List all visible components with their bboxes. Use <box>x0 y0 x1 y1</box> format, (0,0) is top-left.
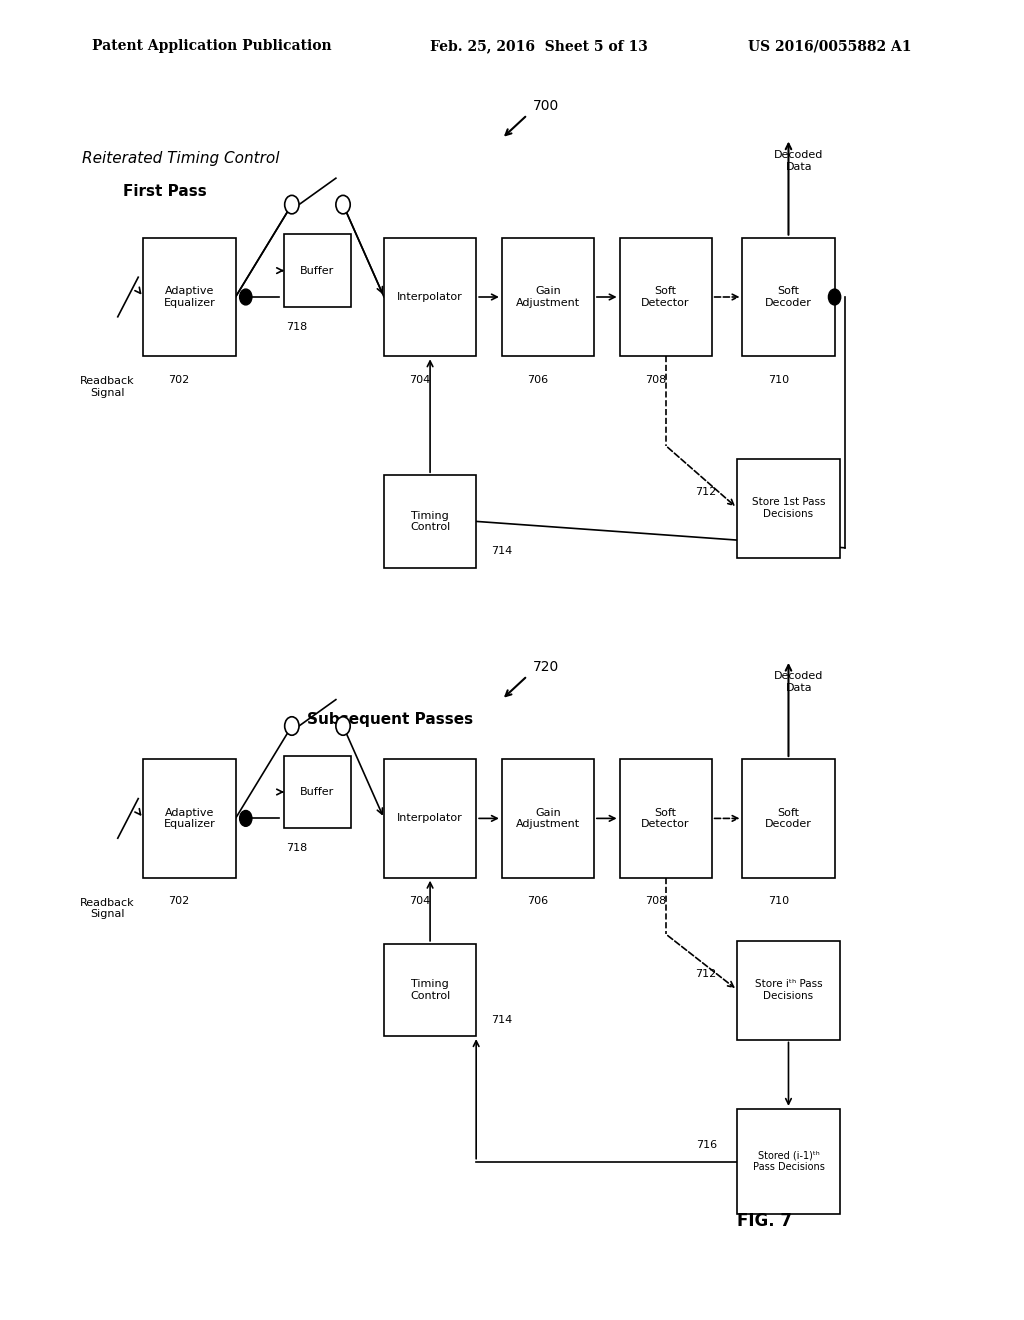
Circle shape <box>285 195 299 214</box>
Circle shape <box>336 717 350 735</box>
Text: 714: 714 <box>492 1015 513 1026</box>
FancyBboxPatch shape <box>284 235 350 306</box>
FancyBboxPatch shape <box>384 238 476 356</box>
FancyBboxPatch shape <box>737 1109 840 1214</box>
Text: Soft
Decoder: Soft Decoder <box>765 808 812 829</box>
Text: 718: 718 <box>287 322 307 333</box>
Text: Reiterated Timing Control: Reiterated Timing Control <box>82 150 280 166</box>
Text: 712: 712 <box>695 487 717 498</box>
FancyBboxPatch shape <box>737 459 840 557</box>
FancyBboxPatch shape <box>384 759 476 878</box>
Text: 700: 700 <box>532 99 559 112</box>
Text: First Pass: First Pass <box>123 183 207 199</box>
FancyBboxPatch shape <box>742 759 835 878</box>
Text: 702: 702 <box>169 375 189 385</box>
Text: Adaptive
Equalizer: Adaptive Equalizer <box>164 808 215 829</box>
FancyBboxPatch shape <box>143 238 236 356</box>
Text: Soft
Detector: Soft Detector <box>641 286 690 308</box>
Text: 720: 720 <box>532 660 559 673</box>
Text: 716: 716 <box>695 1140 717 1151</box>
FancyBboxPatch shape <box>284 755 350 829</box>
Text: Buffer: Buffer <box>300 787 335 797</box>
Text: US 2016/0055882 A1: US 2016/0055882 A1 <box>748 40 911 53</box>
Circle shape <box>240 289 252 305</box>
Text: 706: 706 <box>527 375 548 385</box>
Text: Decoded
Data: Decoded Data <box>774 150 823 172</box>
Text: Patent Application Publication: Patent Application Publication <box>92 40 332 53</box>
Circle shape <box>828 289 841 305</box>
Text: Gain
Adjustment: Gain Adjustment <box>516 286 580 308</box>
Circle shape <box>285 717 299 735</box>
Text: Interpolator: Interpolator <box>397 813 463 824</box>
Text: Interpolator: Interpolator <box>397 292 463 302</box>
FancyBboxPatch shape <box>502 759 594 878</box>
Text: Store 1st Pass
Decisions: Store 1st Pass Decisions <box>752 498 825 519</box>
Text: Adaptive
Equalizer: Adaptive Equalizer <box>164 286 215 308</box>
FancyBboxPatch shape <box>502 238 594 356</box>
Text: 702: 702 <box>169 896 189 907</box>
Text: Stored (i-1)ᵗʰ
Pass Decisions: Stored (i-1)ᵗʰ Pass Decisions <box>753 1151 824 1172</box>
Text: Store iᵗʰ Pass
Decisions: Store iᵗʰ Pass Decisions <box>755 979 822 1001</box>
FancyBboxPatch shape <box>620 238 712 356</box>
FancyBboxPatch shape <box>143 759 236 878</box>
Text: Timing
Control: Timing Control <box>410 979 451 1001</box>
Text: Soft
Decoder: Soft Decoder <box>765 286 812 308</box>
Circle shape <box>336 195 350 214</box>
Text: 706: 706 <box>527 896 548 907</box>
FancyBboxPatch shape <box>737 940 840 1040</box>
Text: 714: 714 <box>492 546 513 557</box>
FancyBboxPatch shape <box>620 759 712 878</box>
Text: Gain
Adjustment: Gain Adjustment <box>516 808 580 829</box>
Text: 718: 718 <box>287 843 307 854</box>
Text: 708: 708 <box>645 896 666 907</box>
Text: 704: 704 <box>410 896 430 907</box>
Text: 704: 704 <box>410 375 430 385</box>
FancyBboxPatch shape <box>384 944 476 1036</box>
Text: Timing
Control: Timing Control <box>410 511 451 532</box>
Text: Readback
Signal: Readback Signal <box>80 376 135 397</box>
Text: Decoded
Data: Decoded Data <box>774 672 823 693</box>
Text: 712: 712 <box>695 969 717 979</box>
Circle shape <box>240 810 252 826</box>
Text: 710: 710 <box>768 375 788 385</box>
Text: Subsequent Passes: Subsequent Passes <box>307 711 473 727</box>
FancyBboxPatch shape <box>384 475 476 568</box>
Text: Feb. 25, 2016  Sheet 5 of 13: Feb. 25, 2016 Sheet 5 of 13 <box>430 40 648 53</box>
Text: Buffer: Buffer <box>300 265 335 276</box>
Text: FIG. 7: FIG. 7 <box>737 1212 793 1230</box>
FancyBboxPatch shape <box>742 238 835 356</box>
Text: Readback
Signal: Readback Signal <box>80 898 135 919</box>
Text: 708: 708 <box>645 375 666 385</box>
Text: Soft
Detector: Soft Detector <box>641 808 690 829</box>
Text: 710: 710 <box>768 896 788 907</box>
